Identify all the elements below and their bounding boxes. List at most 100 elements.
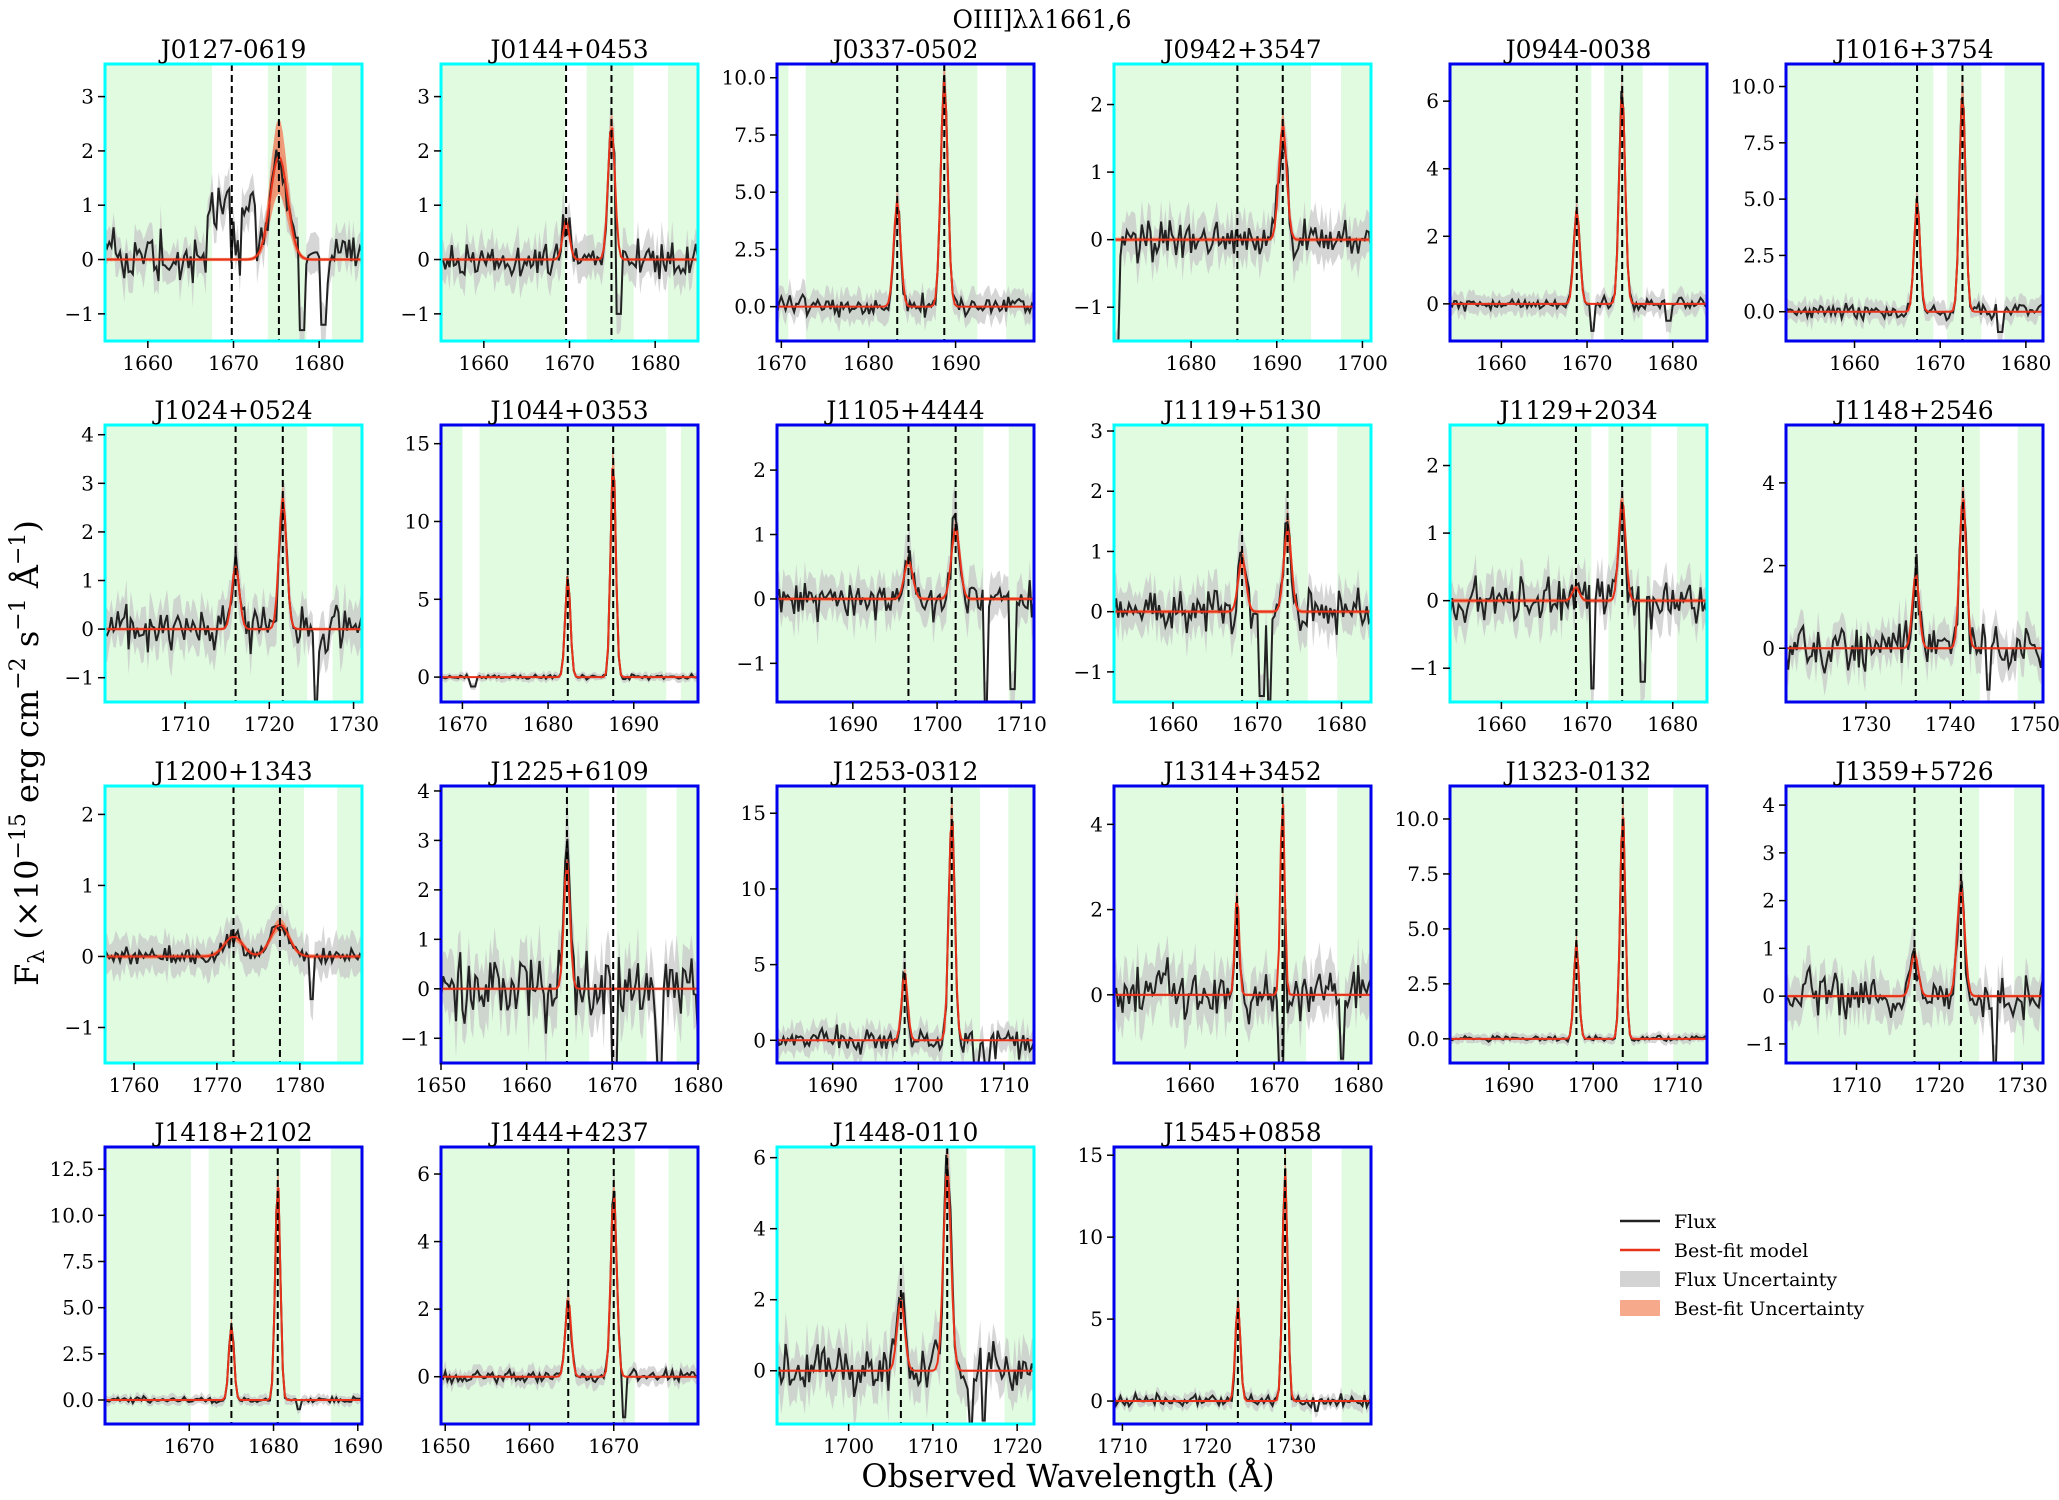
panel-title: J0944-0038 (1503, 35, 1652, 64)
fit-window-region (1450, 786, 1649, 1063)
x-tick-label: 1730 (1997, 1073, 2048, 1097)
y-tick-label: 4 (1762, 471, 1775, 495)
y-tick-label: 5.0 (1407, 917, 1439, 941)
flux-uncertainty-band (105, 482, 362, 702)
legend-item: Best-fit model (1620, 1240, 1808, 1262)
panel-title: J1225+6109 (487, 757, 648, 786)
x-tick-label: 1720 (992, 1434, 1043, 1458)
y-tick-label: 0 (417, 665, 430, 689)
panel-j1448-0110: 1700 1710 1720 0 2 4 6 J1448-0110 (753, 1118, 1043, 1458)
y-tick-label: 10 (741, 877, 766, 901)
x-tick-label: 1660 (1148, 712, 1199, 736)
x-tick-label: 1780 (274, 1073, 325, 1097)
y-tick-label: 0 (417, 977, 430, 1001)
y-tick-label: 1 (1090, 539, 1103, 563)
y-tick-label: 2 (1762, 554, 1775, 578)
panel-frame (1784, 423, 2045, 704)
y-tick-label: 0.0 (1743, 300, 1775, 324)
panel-j1359+5726: 1710 1720 1730 −1 0 1 2 3 4 J1359+5726 (1746, 757, 2048, 1097)
panel-j1545+0858: 1710 1720 1730 0 5 10 15 J1545+0858 (1078, 1118, 1373, 1458)
x-tick-label: 1760 (109, 1073, 160, 1097)
x-tick-label: 1690 (827, 712, 878, 736)
best-fit-line (105, 1187, 362, 1401)
best-fit-line (1450, 99, 1707, 305)
x-tick-label: 1700 (1337, 351, 1388, 375)
x-tick-label: 1670 (1562, 351, 1613, 375)
panel-title: J1444+4237 (487, 1118, 648, 1147)
best-fit-line (777, 527, 1034, 600)
x-tick-label: 1670 (1915, 351, 1966, 375)
x-tick-label: 1700 (1568, 1073, 1619, 1097)
y-tick-label: 15 (741, 801, 766, 825)
fit-window-region (777, 64, 789, 341)
panel-j1044+0353: 1670 1680 1690 0 5 10 15 J1044+0353 (405, 396, 700, 736)
y-tick-label: 2 (81, 802, 94, 826)
legend-item: Flux (1620, 1211, 1716, 1233)
flux-uncertainty-band (1450, 64, 1707, 341)
y-tick-label: 5 (1090, 1307, 1103, 1331)
panel-title: J0942+3547 (1160, 35, 1321, 64)
y-tick-label: 2 (1762, 889, 1775, 913)
best-fit-line (441, 1196, 698, 1378)
y-tick-label: 6 (753, 1146, 766, 1170)
flux-uncertainty-band (777, 793, 1034, 1063)
y-tick-label: 7.5 (62, 1249, 94, 1273)
fit-window-region (105, 425, 308, 702)
panel-j0337-0502: 1670 1680 1690 0.0 2.5 5.0 7.5 10.0 J0337-0502 (721, 35, 1036, 375)
flux-line (777, 512, 1034, 702)
y-tick-label: 2.5 (1743, 243, 1775, 267)
x-tick-label: 1680 (1333, 1073, 1384, 1097)
x-tick-label: 1680 (1166, 351, 1217, 375)
panel-title: J1545+0858 (1160, 1118, 1321, 1147)
fit-window-region (441, 425, 463, 702)
x-tick-label: 1690 (1251, 351, 1302, 375)
flux-uncertainty-band (105, 900, 362, 1022)
y-tick-label: 10.0 (49, 1203, 94, 1227)
panel-j0127-0619: 1660 1670 1680 −1 0 1 2 3 J0127-0619 (65, 35, 364, 375)
y-tick-label: 1 (81, 569, 94, 593)
fit-window-region (1341, 64, 1371, 341)
fit-window-region (105, 64, 213, 341)
panel-frame (775, 1145, 1036, 1426)
fit-window-region (1673, 786, 1707, 1063)
y-tick-label: 2 (417, 878, 430, 902)
panel-frame (103, 784, 364, 1065)
legend: Flux Best-fit model Flux Uncertainty Best-f… (1620, 1211, 1864, 1320)
panel-frame (103, 423, 364, 704)
x-tick-label: 1690 (332, 1434, 383, 1458)
panel-j1314+3452: 1660 1670 1680 0 2 4 J1314+3452 (1090, 757, 1384, 1097)
x-tick-label: 1660 (1476, 712, 1527, 736)
y-tick-label: 1 (1090, 160, 1103, 184)
fit-window-region (1114, 64, 1312, 341)
panel-frame (1112, 62, 1373, 343)
panel-j1129+2034: 1660 1670 1680 −1 0 1 2 J1129+2034 (1410, 396, 1709, 736)
y-tick-label: 1 (417, 927, 430, 951)
y-tick-label: 6 (1426, 89, 1439, 113)
x-tick-label: 1710 (160, 712, 211, 736)
y-tick-label: 1 (1762, 936, 1775, 960)
best-fit-line (441, 861, 698, 990)
y-tick-label: −1 (1746, 1032, 1775, 1056)
y-tick-label: 0 (417, 248, 430, 272)
panel-j1105+4444: 1690 1700 1710 −1 0 1 2 J1105+4444 (737, 396, 1047, 736)
fit-window-region (441, 64, 566, 341)
x-tick-label: 1670 (1249, 1073, 1300, 1097)
y-tick-label: 2 (1090, 479, 1103, 503)
y-tick-label: 2 (753, 458, 766, 482)
x-tick-label: 1660 (122, 351, 173, 375)
x-tick-label: 1680 (1647, 351, 1698, 375)
best-fit-line (1114, 125, 1371, 241)
y-tick-label: 10 (1078, 1225, 1103, 1249)
y-tick-label: 2 (1426, 454, 1439, 478)
y-tick-label: 0 (81, 617, 94, 641)
x-tick-label: 1690 (608, 712, 659, 736)
y-tick-label: 4 (1090, 812, 1103, 836)
x-tick-label: 1670 (587, 1073, 638, 1097)
panel-title: J1024+0524 (151, 396, 312, 425)
y-tick-label: 0 (1762, 636, 1775, 660)
y-tick-label: −1 (737, 651, 766, 675)
y-tick-label: −1 (401, 1026, 430, 1050)
y-tick-label: 6 (417, 1162, 430, 1186)
panel-frame (775, 784, 1036, 1065)
